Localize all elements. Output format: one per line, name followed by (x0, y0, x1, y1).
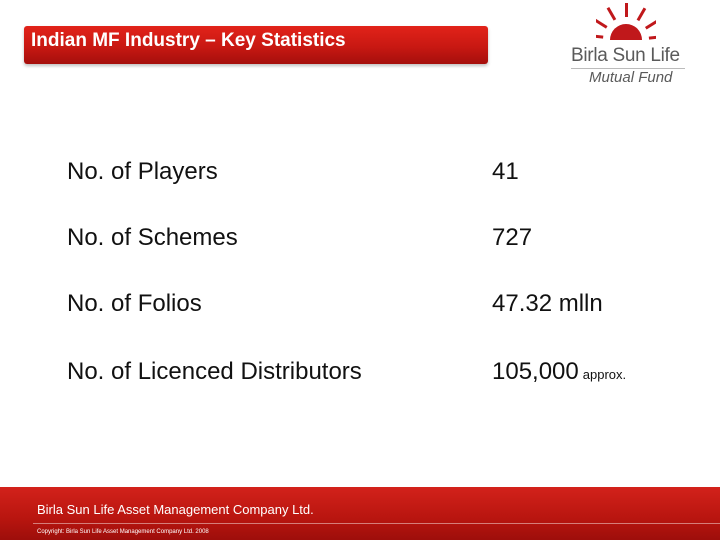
stat-value-number: 105,000 (492, 358, 579, 385)
company-logo: Birla Sun Life Mutual Fund (566, 2, 688, 92)
stat-value-number: 47.32 mlln (492, 290, 603, 317)
footer-bar: Birla Sun Life Asset Management Company … (0, 487, 720, 540)
sunburst-logo-icon (596, 3, 656, 40)
stat-row-players: No. of Players 41 (0, 158, 720, 198)
footer-copyright: Copyright: Birla Sun Life Asset Manageme… (37, 529, 209, 535)
stat-row-folios: No. of Folios 47.32 mlln (0, 290, 720, 330)
stat-value: 47.32 mlln (492, 290, 603, 318)
stat-value-number: 41 (492, 158, 519, 185)
logo-name: Birla Sun Life (571, 45, 680, 66)
footer-company-name: Birla Sun Life Asset Management Company … (37, 502, 314, 517)
stat-label: No. of Players (67, 158, 218, 185)
stat-value: 105,000 approx. (492, 358, 626, 386)
stat-label: No. of Licenced Distributors (67, 358, 362, 385)
stat-row-schemes: No. of Schemes 727 (0, 224, 720, 264)
logo-divider (571, 68, 685, 69)
stat-value: 727 (492, 224, 532, 252)
stat-value-number: 727 (492, 224, 533, 251)
slide-title: Indian MF Industry – Key Statistics (31, 30, 346, 51)
logo-subtitle: Mutual Fund (589, 69, 673, 86)
stat-label: No. of Schemes (67, 224, 238, 251)
stat-row-distributors: No. of Licenced Distributors 105,000 appr… (0, 358, 720, 398)
footer-divider (33, 523, 720, 524)
title-bar: Indian MF Industry – Key Statistics (24, 26, 488, 64)
stat-label: No. of Folios (67, 290, 202, 317)
stat-value: 41 (492, 158, 519, 186)
stat-value-suffix: approx. (582, 367, 627, 382)
